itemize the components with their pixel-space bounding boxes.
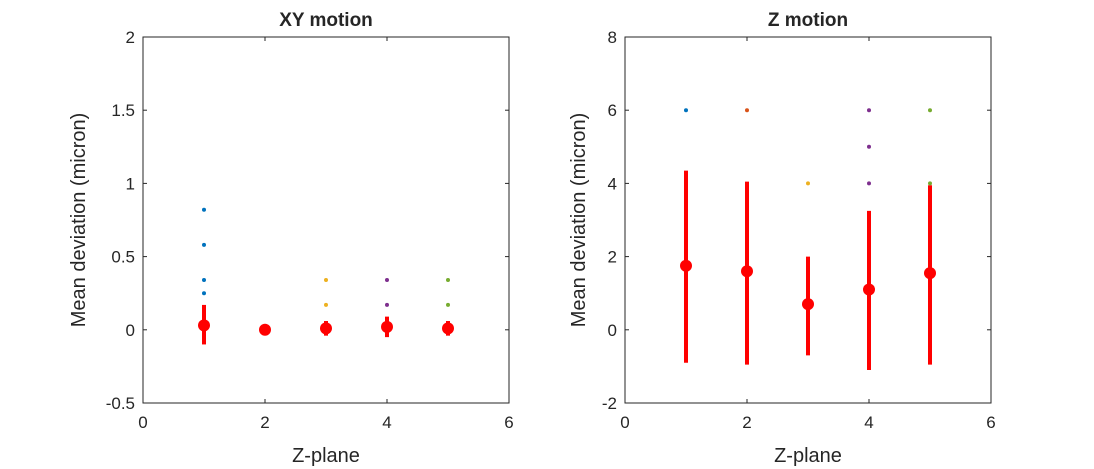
y-tick-label: -2 — [602, 394, 617, 413]
y-tick-label: 2 — [126, 28, 135, 47]
y-tick-label: 1.5 — [111, 101, 135, 120]
x-tick-label: 2 — [742, 413, 751, 432]
mean-marker — [442, 322, 454, 335]
mean-marker — [320, 322, 332, 335]
z-y-axis-label: Mean deviation (micron) — [568, 113, 590, 328]
data-point — [324, 278, 328, 283]
mean-marker — [863, 283, 875, 296]
data-point — [446, 302, 450, 307]
data-point — [324, 302, 328, 307]
xy-errorbars — [198, 304, 454, 345]
x-tick-label: 0 — [620, 413, 629, 432]
z-errorbars — [680, 170, 936, 371]
y-tick-label: 0.5 — [111, 248, 135, 267]
data-point — [867, 144, 871, 149]
y-tick-label: 4 — [608, 174, 617, 193]
data-point — [202, 207, 206, 212]
xy-plot-area — [142, 36, 510, 404]
mean-marker — [802, 298, 814, 311]
x-tick-label: 4 — [382, 413, 391, 432]
data-point — [867, 181, 871, 186]
x-tick-label: 6 — [504, 413, 513, 432]
data-point — [928, 181, 932, 186]
data-point — [684, 108, 688, 113]
xy-ticks: 0 2 4 6-0.500.511.52 — [106, 28, 514, 432]
data-point — [745, 108, 749, 113]
y-tick-label: 0 — [126, 321, 135, 340]
data-point — [202, 278, 206, 283]
xy-x-axis-label: Z-plane — [292, 445, 360, 467]
data-point — [385, 302, 389, 307]
data-point — [385, 278, 389, 283]
xy-motion-panel: XY motion Z-plane Mean deviation (micron… — [68, 10, 514, 467]
xy-chart-title: XY motion — [279, 10, 373, 31]
z-x-axis-label: Z-plane — [774, 445, 842, 467]
mean-marker — [198, 319, 210, 332]
xy-y-axis-label: Mean deviation (micron) — [68, 113, 90, 328]
y-tick-label: 0 — [608, 321, 617, 340]
mean-marker — [741, 265, 753, 278]
z-motion-panel: Z motion Z-plane Mean deviation (micron)… — [568, 10, 996, 467]
data-point — [806, 181, 810, 186]
xy-points — [202, 207, 450, 307]
y-tick-label: 2 — [608, 248, 617, 267]
x-tick-label: 2 — [260, 413, 269, 432]
x-tick-label: 6 — [986, 413, 995, 432]
mean-marker — [924, 267, 936, 280]
mean-marker — [381, 320, 393, 333]
y-tick-label: 6 — [608, 101, 617, 120]
y-tick-label: 8 — [608, 28, 617, 47]
data-point — [928, 108, 932, 113]
data-point — [867, 108, 871, 113]
mean-marker — [680, 259, 692, 272]
x-tick-label: 4 — [864, 413, 873, 432]
z-points — [684, 108, 932, 186]
y-tick-label: 1 — [126, 174, 135, 193]
y-tick-label: -0.5 — [106, 394, 135, 413]
mean-marker — [259, 323, 271, 336]
x-tick-label: 0 — [138, 413, 147, 432]
data-point — [202, 291, 206, 296]
data-point — [446, 278, 450, 283]
data-point — [202, 242, 206, 247]
z-chart-title: Z motion — [768, 10, 848, 31]
